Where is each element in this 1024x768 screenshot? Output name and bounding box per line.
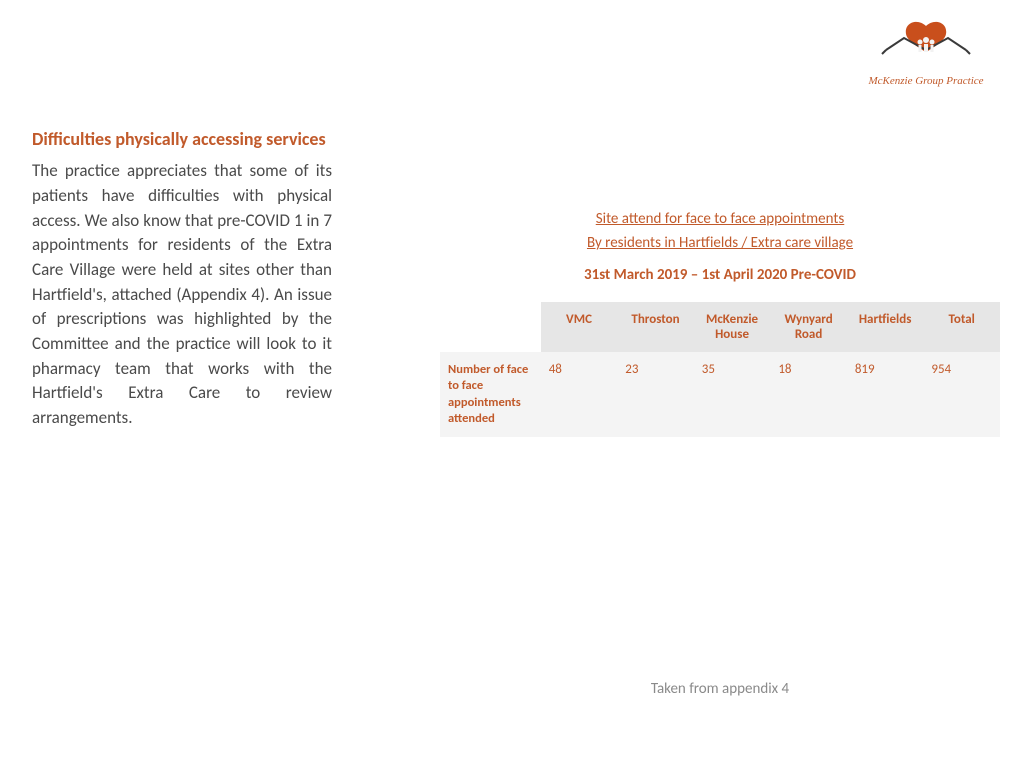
brand-logo: McKenzie Group Practice (856, 20, 996, 90)
cell: 954 (923, 352, 1000, 437)
table-corner (440, 302, 541, 352)
section-body: The practice appreciates that some of it… (32, 159, 332, 430)
table-header-row: VMC Throston McKenzie House Wynyard Road… (440, 302, 1000, 352)
col-header: Throston (617, 302, 694, 352)
date-range: 31st March 2019 – 1st April 2020 Pre-COV… (440, 266, 1000, 284)
row-label: Number of face to face appointments atte… (440, 352, 541, 437)
footer-note: Taken from appendix 4 (540, 680, 900, 698)
left-column: Difficulties physically accessing servic… (32, 128, 332, 430)
appointments-table: VMC Throston McKenzie House Wynyard Road… (440, 302, 1000, 437)
table-row: Number of face to face appointments atte… (440, 352, 1000, 437)
chart-title-line2: By residents in Hartfields / Extra care … (440, 234, 1000, 252)
chart-title-line1: Site attend for face to face appointment… (440, 210, 1000, 228)
right-column: Site attend for face to face appointment… (440, 210, 1000, 437)
cell: 819 (847, 352, 924, 437)
col-header: Hartfields (847, 302, 924, 352)
col-header: McKenzie House (694, 302, 771, 352)
section-heading: Difficulties physically accessing servic… (32, 128, 332, 151)
cell: 18 (770, 352, 847, 437)
cell: 48 (541, 352, 618, 437)
cell: 23 (617, 352, 694, 437)
col-header: VMC (541, 302, 618, 352)
cell: 35 (694, 352, 771, 437)
brand-name: McKenzie Group Practice (856, 75, 996, 87)
col-header: Wynyard Road (770, 302, 847, 352)
logo-mark-icon (876, 20, 976, 68)
col-header: Total (923, 302, 1000, 352)
